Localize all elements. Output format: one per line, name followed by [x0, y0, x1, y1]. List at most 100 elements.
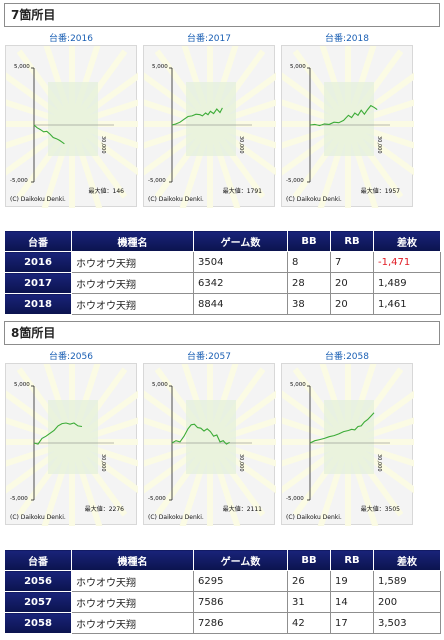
header-machine-number: 台番 [4, 230, 72, 252]
slump-graph: 5,000 -5,000 30,000 最大値：3505 (C) Daikoku… [281, 363, 414, 526]
bb-count: 42 [287, 612, 331, 634]
background-glow [48, 82, 98, 156]
slump-line [33, 422, 83, 445]
table-row[interactable]: 2056 ホウオウ天翔 6295 26 19 1,589 [4, 570, 441, 592]
table-row[interactable]: 2058 ホウオウ天翔 7286 42 17 3,503 [4, 612, 441, 634]
y-axis-top-label: 5,000 [152, 64, 168, 70]
table-header-row: 台番 機種名 ゲーム数 BB RB 差枚 [4, 549, 441, 571]
credit-text: (C) Daikoku Denki. [10, 196, 66, 203]
header-diff: 差枚 [373, 549, 441, 571]
x-axis-end-label: 30,000 [100, 136, 106, 154]
graph-label: 台番:2058 [325, 352, 369, 362]
slump-graph: 5,000 -5,000 30,000 最大値：146 (C) Daikoku … [5, 45, 138, 208]
table-row[interactable]: 2018 ホウオウ天翔 8844 38 20 1,461 [4, 293, 441, 315]
bb-count: 28 [287, 272, 331, 294]
game-count: 7586 [193, 591, 288, 613]
machine-number: 2017 [4, 272, 72, 294]
credit-text: (C) Daikoku Denki. [286, 514, 342, 521]
graph-panel-2058[interactable]: 台番:2058 5,000 -5,000 30,000 最大値：3505 (C)… [281, 352, 414, 527]
results-table: 台番 機種名 ゲーム数 BB RB 差枚 2056 ホウオウ天翔 6295 26… [4, 549, 441, 634]
section-title: 7箇所目 [4, 3, 440, 27]
slump-graph-svg [144, 46, 276, 208]
y-axis-top-label: 5,000 [14, 64, 30, 70]
machine-number: 2016 [4, 251, 72, 273]
header-rb: RB [330, 230, 374, 252]
graph-label: 台番:2018 [325, 34, 369, 44]
table-row[interactable]: 2016 ホウオウ天翔 3504 8 7 -1,471 [4, 251, 441, 273]
rb-count: 14 [330, 591, 374, 613]
graph-label: 台番:2017 [187, 34, 231, 44]
background-glow [186, 400, 236, 474]
slump-graph: 5,000 -5,000 30,000 最大値：1791 (C) Daikoku… [143, 45, 276, 208]
machine-name: ホウオウ天翔 [71, 293, 194, 315]
header-games: ゲーム数 [193, 230, 288, 252]
diff-value: 1,589 [373, 570, 441, 592]
header-machine-name: 機種名 [71, 549, 194, 571]
machine-name: ホウオウ天翔 [71, 591, 194, 613]
x-axis-end-label: 30,000 [238, 136, 244, 154]
x-axis-end-label: 30,000 [100, 454, 106, 472]
y-axis-bottom-label: -5,000 [286, 178, 304, 184]
bb-count: 8 [287, 251, 331, 273]
slump-graph-svg [282, 46, 414, 208]
y-axis-bottom-label: -5,000 [10, 496, 28, 502]
header-bb: BB [287, 549, 331, 571]
background-glow [186, 82, 236, 156]
graph-panel-2057[interactable]: 台番:2057 5,000 -5,000 30,000 最大値：2111 (C)… [143, 352, 276, 527]
game-count: 3504 [193, 251, 288, 273]
max-value-text: 最大値：2111 [222, 506, 262, 513]
header-machine-number: 台番 [4, 549, 72, 571]
background-glow [324, 400, 374, 474]
diff-value: 1,489 [373, 272, 441, 294]
header-diff: 差枚 [373, 230, 441, 252]
credit-text: (C) Daikoku Denki. [10, 514, 66, 521]
rb-count: 7 [330, 251, 374, 273]
table-row[interactable]: 2057 ホウオウ天翔 7586 31 14 200 [4, 591, 441, 613]
slump-line [309, 104, 378, 127]
max-value-text: 最大値：1957 [360, 188, 400, 195]
graph-panel-2056[interactable]: 台番:2056 5,000 -5,000 30,000 最大値：2276 (C)… [5, 352, 138, 527]
slump-graph: 5,000 -5,000 30,000 最大値：2276 (C) Daikoku… [5, 363, 138, 526]
table-header-row: 台番 機種名 ゲーム数 BB RB 差枚 [4, 230, 441, 252]
y-axis-top-label: 5,000 [14, 382, 30, 388]
machine-name: ホウオウ天翔 [71, 272, 194, 294]
game-count: 6295 [193, 570, 288, 592]
machine-number: 2057 [4, 591, 72, 613]
results-table: 台番 機種名 ゲーム数 BB RB 差枚 2016 ホウオウ天翔 3504 8 … [4, 230, 441, 315]
slump-graph: 5,000 -5,000 30,000 最大値：2111 (C) Daikoku… [143, 363, 276, 526]
credit-text: (C) Daikoku Denki. [148, 514, 204, 521]
bb-count: 26 [287, 570, 331, 592]
graph-label: 台番:2057 [187, 352, 231, 362]
y-axis-top-label: 5,000 [290, 64, 306, 70]
game-count: 8844 [193, 293, 288, 315]
credit-text: (C) Daikoku Denki. [286, 196, 342, 203]
y-axis-top-label: 5,000 [290, 382, 306, 388]
slump-line [171, 107, 223, 126]
graph-panel-2016[interactable]: 台番:2016 5,000 -5,000 30,000 最大値：146 (C) … [5, 34, 138, 209]
game-count: 6342 [193, 272, 288, 294]
slump-line [309, 412, 375, 444]
graph-panel-2018[interactable]: 台番:2018 5,000 -5,000 30,000 最大値：1957 (C)… [281, 34, 414, 209]
background-glow [324, 82, 374, 156]
graph-label: 台番:2056 [49, 352, 93, 362]
game-count: 7286 [193, 612, 288, 634]
machine-name: ホウオウ天翔 [71, 251, 194, 273]
rb-count: 20 [330, 293, 374, 315]
y-axis-bottom-label: -5,000 [148, 178, 166, 184]
y-axis-top-label: 5,000 [152, 382, 168, 388]
rb-count: 20 [330, 272, 374, 294]
x-axis-end-label: 30,000 [376, 136, 382, 154]
slump-line [33, 124, 65, 145]
header-rb: RB [330, 549, 374, 571]
y-axis-bottom-label: -5,000 [286, 496, 304, 502]
slump-graph-svg [6, 364, 138, 526]
x-axis-end-label: 30,000 [238, 454, 244, 472]
table-row[interactable]: 2017 ホウオウ天翔 6342 28 20 1,489 [4, 272, 441, 294]
bb-count: 38 [287, 293, 331, 315]
slump-graph: 5,000 -5,000 30,000 最大値：1957 (C) Daikoku… [281, 45, 414, 208]
bb-count: 31 [287, 591, 331, 613]
section-title: 8箇所目 [4, 321, 440, 345]
credit-text: (C) Daikoku Denki. [148, 196, 204, 203]
graph-panel-2017[interactable]: 台番:2017 5,000 -5,000 30,000 最大値：1791 (C)… [143, 34, 276, 209]
header-games: ゲーム数 [193, 549, 288, 571]
